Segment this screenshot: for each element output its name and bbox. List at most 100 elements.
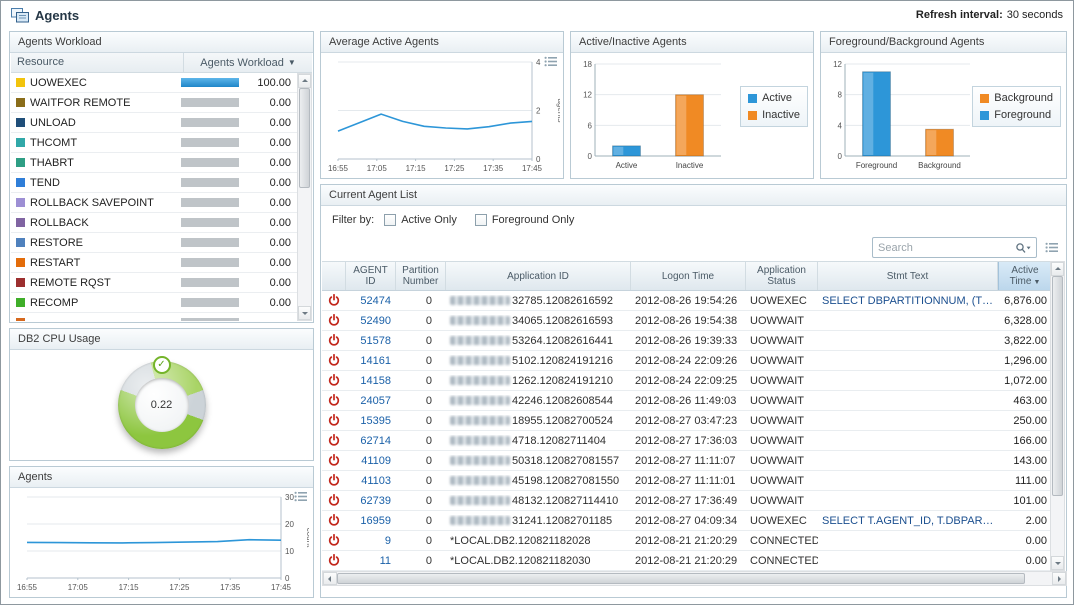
scroll-up-button[interactable] xyxy=(298,74,311,88)
resource-name: RESTART xyxy=(30,256,81,269)
workload-row[interactable]: UOWEXEC 100.00 xyxy=(11,73,297,93)
table-row[interactable]: 16959 0 31241.12082701185 2012-08-27 04:09:… xyxy=(322,511,1052,531)
table-row[interactable]: 41109 0 50318.120827081557 2012-08-27 11:11… xyxy=(322,451,1052,471)
cell-active-time: 250.00 xyxy=(1013,414,1047,427)
column-header-partition-number[interactable]: Partition Number xyxy=(396,262,446,290)
workload-row[interactable]: ROLLBACK 0.00 xyxy=(11,213,297,233)
workload-row[interactable]: TEND 0.00 xyxy=(11,173,297,193)
table-row[interactable]: 14161 0 5102.120824191216 2012-08-24 22:09:… xyxy=(322,351,1052,371)
power-icon[interactable] xyxy=(322,554,346,567)
workload-bar xyxy=(181,218,239,227)
power-icon[interactable] xyxy=(322,334,346,347)
workload-bar xyxy=(181,138,239,147)
workload-row[interactable]: THABRT 0.00 xyxy=(11,153,297,173)
search-box[interactable] xyxy=(872,237,1037,258)
power-icon[interactable] xyxy=(322,494,346,507)
table-row[interactable]: 9 0 *LOCAL.DB2.120821182028 2012-08-21 21:2… xyxy=(322,531,1052,551)
power-icon[interactable] xyxy=(322,454,346,467)
table-menu-icon[interactable] xyxy=(1045,242,1058,253)
workload-row[interactable]: UNLOAD 0.00 xyxy=(11,113,297,133)
scroll-track[interactable] xyxy=(1051,276,1064,556)
scroll-track[interactable] xyxy=(337,572,1052,585)
table-row[interactable]: 14158 0 1262.120824191210 2012-08-24 22:09:… xyxy=(322,371,1052,391)
column-header-logon-time[interactable]: Logon Time xyxy=(631,262,746,290)
search-input[interactable] xyxy=(873,241,1013,254)
scroll-track[interactable] xyxy=(298,88,311,306)
power-icon[interactable] xyxy=(322,514,346,527)
legend-swatch xyxy=(16,218,25,227)
legend-item[interactable]: Inactive xyxy=(748,109,800,121)
power-icon[interactable] xyxy=(322,474,346,487)
workload-row[interactable]: RESTORE 0.00 xyxy=(11,233,297,253)
workload-row[interactable]: REMOTE RQST 0.00 xyxy=(11,273,297,293)
scroll-thumb[interactable] xyxy=(337,573,1026,584)
scroll-up-button[interactable] xyxy=(1051,262,1064,276)
legend-item[interactable]: Active xyxy=(748,92,800,104)
table-row[interactable]: 52490 0 34065.12082616593 2012-08-26 19:54:… xyxy=(322,311,1052,331)
cell-partition-number: 0 xyxy=(425,514,432,527)
workload-row[interactable]: RESTART 0.00 xyxy=(11,253,297,273)
workload-row[interactable] xyxy=(11,313,297,321)
scroll-left-button[interactable] xyxy=(323,572,337,585)
cpu-gauge-area: ✓ 0.22 xyxy=(10,349,313,460)
cell-active-time: 1,296.00 xyxy=(1004,354,1047,367)
scroll-thumb[interactable] xyxy=(1052,276,1063,497)
resource-name: RESTORE xyxy=(30,236,83,249)
scroll-down-button[interactable] xyxy=(298,306,311,320)
agent-table-hscrollbar[interactable] xyxy=(322,571,1067,586)
table-row[interactable]: 11 0 *LOCAL.DB2.120821182030 2012-08-21 21:… xyxy=(322,551,1052,571)
table-row[interactable]: 51578 0 53264.12082616441 2012-08-26 19:39:… xyxy=(322,331,1052,351)
workload-scrollbar[interactable] xyxy=(297,73,312,321)
table-row[interactable]: 41103 0 45198.120827081550 2012-08-27 11:11… xyxy=(322,471,1052,491)
cell-application-id: 1262.120824191210 xyxy=(446,375,631,387)
legend-item[interactable]: Foreground xyxy=(980,109,1053,121)
cell-agent-id: 62739 xyxy=(360,494,391,507)
power-icon[interactable] xyxy=(322,374,346,387)
table-row[interactable]: 52474 0 32785.12082616592 2012-08-26 19:54:… xyxy=(322,291,1052,311)
filter-by-label: Filter by: xyxy=(332,214,375,226)
search-icon[interactable] xyxy=(1013,242,1036,254)
column-header-agents-workload[interactable]: Agents Workload ▼ xyxy=(200,56,296,69)
column-header-application-status[interactable]: Application Status xyxy=(746,262,818,290)
cell-application-id: 42246.12082608544 xyxy=(446,395,631,407)
power-icon[interactable] xyxy=(322,314,346,327)
workload-row[interactable]: WAITFOR REMOTE 0.00 xyxy=(11,93,297,113)
agent-table-vscrollbar[interactable] xyxy=(1050,261,1065,571)
chart-menu-icon[interactable] xyxy=(544,56,557,67)
cell-application-status: UOWWAIT xyxy=(750,354,804,367)
column-header-agent-id[interactable]: AGENT ID xyxy=(346,262,396,290)
scroll-thumb[interactable] xyxy=(299,88,310,189)
legend-label: Foreground xyxy=(994,109,1052,121)
workload-row[interactable]: THCOMT 0.00 xyxy=(11,133,297,153)
column-header-resource[interactable]: Resource xyxy=(11,53,184,72)
table-row[interactable]: 24057 0 42246.12082608544 2012-08-26 11:49:… xyxy=(322,391,1052,411)
active-only-checkbox[interactable] xyxy=(384,214,397,226)
cell-application-id: 34065.12082616593 xyxy=(446,315,631,327)
table-row[interactable]: 62739 0 48132.120827114410 2012-08-27 17:36… xyxy=(322,491,1052,511)
cell-application-status: CONNECTED xyxy=(750,554,818,567)
column-header-active-time[interactable]: Active Time ▼ xyxy=(998,262,1052,290)
power-icon[interactable] xyxy=(322,354,346,367)
svg-text:2: 2 xyxy=(536,107,541,116)
column-header-application-id[interactable]: Application ID xyxy=(446,262,631,290)
filter-active-only[interactable]: Active Only xyxy=(384,214,457,226)
scroll-down-button[interactable] xyxy=(1051,556,1064,570)
table-row[interactable]: 62714 0 4718.12082711404 2012-08-27 17:36:0… xyxy=(322,431,1052,451)
power-icon[interactable] xyxy=(322,414,346,427)
column-header-stmt-text[interactable]: Stmt Text xyxy=(818,262,998,290)
power-icon[interactable] xyxy=(322,434,346,447)
power-icon[interactable] xyxy=(322,534,346,547)
chart-menu-icon[interactable] xyxy=(294,491,307,502)
power-icon[interactable] xyxy=(322,294,346,307)
filter-foreground-only[interactable]: Foreground Only xyxy=(474,214,574,226)
cell-agent-id: 14161 xyxy=(360,354,391,367)
scroll-right-button[interactable] xyxy=(1052,572,1066,585)
legend-item[interactable]: Background xyxy=(980,92,1053,104)
workload-row[interactable]: RECOMP 0.00 xyxy=(11,293,297,313)
cell-logon-time: 2012-08-26 19:54:38 xyxy=(635,314,738,327)
workload-row[interactable]: ROLLBACK SAVEPOINT 0.00 xyxy=(11,193,297,213)
cell-active-time: 0.00 xyxy=(1025,554,1047,567)
power-icon[interactable] xyxy=(322,394,346,407)
foreground-only-checkbox[interactable] xyxy=(474,214,487,226)
table-row[interactable]: 15395 0 18955.12082700524 2012-08-27 03:47:… xyxy=(322,411,1052,431)
